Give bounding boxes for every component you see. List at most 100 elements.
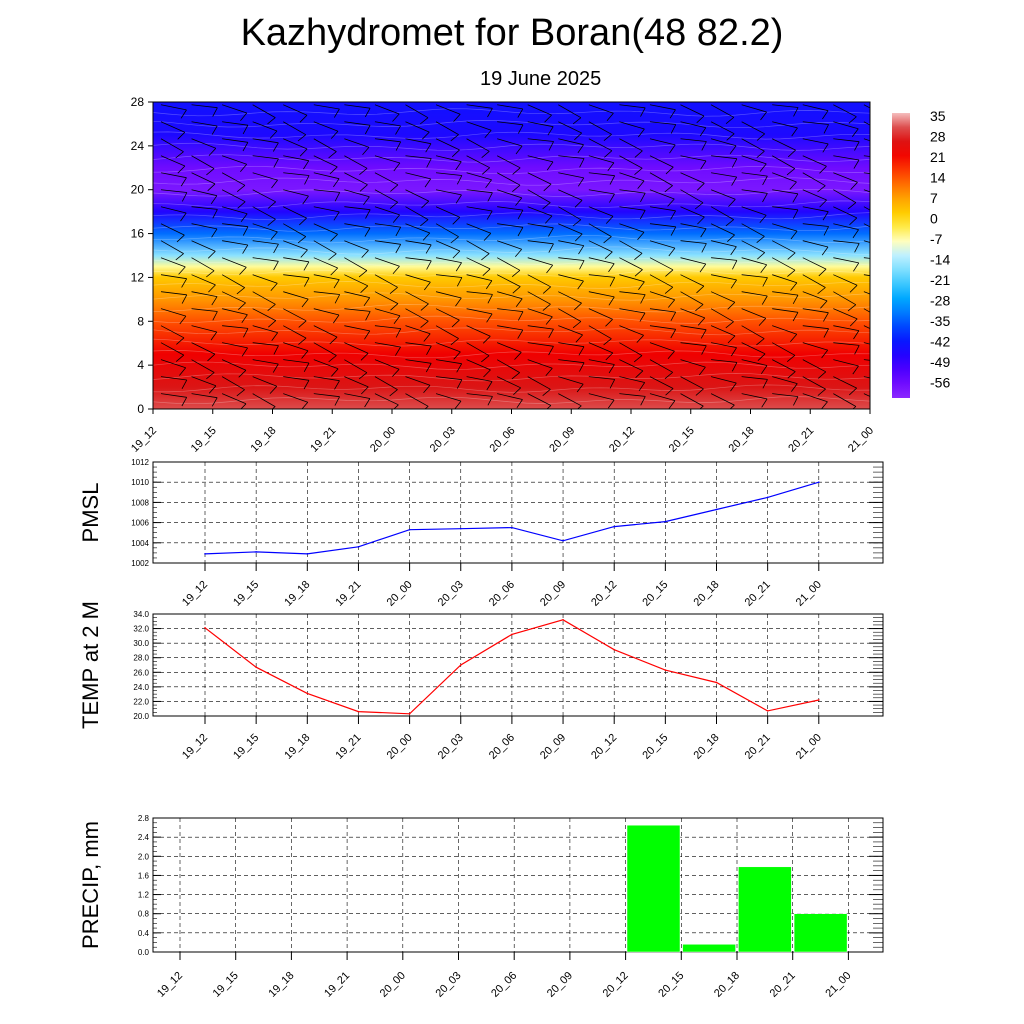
wind-barb-shaft <box>191 376 217 387</box>
wind-barb <box>588 155 615 172</box>
wind-barb-flag <box>725 321 734 329</box>
wind-barb-flag <box>604 150 613 158</box>
wind-barb <box>252 393 276 409</box>
wind-barb-flag <box>850 182 858 190</box>
wind-barb-flag <box>640 107 646 117</box>
wind-barb-shaft <box>252 121 278 132</box>
wind-barb-flag <box>516 399 523 409</box>
wind-barb <box>344 223 371 237</box>
heatmap-field <box>153 102 870 409</box>
wind-barb <box>191 155 215 176</box>
wind-barb-flag <box>359 184 368 192</box>
wind-barb-flag <box>450 134 459 142</box>
wind-barb <box>710 104 735 125</box>
wind-barb-shaft <box>252 138 279 144</box>
wind-barb-shaft <box>436 172 462 176</box>
wind-barb-shaft <box>344 393 370 399</box>
wind-barb-flag <box>395 141 402 151</box>
wind-barb-flag <box>481 253 490 261</box>
wind-barb <box>283 291 309 308</box>
wind-barb-shaft <box>435 206 460 218</box>
wind-barb <box>435 291 462 307</box>
x-tick-label: 19_12 <box>155 970 185 1000</box>
wind-barb-shaft <box>313 189 340 193</box>
wind-barb <box>191 308 218 321</box>
wind-barb-shaft <box>588 240 613 253</box>
wind-barb-flag <box>670 210 676 220</box>
wind-barb-shaft <box>741 104 767 113</box>
wind-barb-flag <box>238 302 246 310</box>
wind-barb <box>711 172 738 186</box>
wind-barb-flag <box>333 211 340 221</box>
wind-barb-flag <box>181 192 188 202</box>
wind-barb-shaft <box>833 206 857 219</box>
contour-line <box>153 246 870 255</box>
wind-barb-shaft <box>466 138 490 152</box>
wind-barb-shaft <box>405 342 432 347</box>
wind-barb-shaft <box>863 104 870 109</box>
wind-barb-flag <box>609 193 615 203</box>
wind-barb <box>435 376 463 389</box>
wind-barb <box>497 342 522 360</box>
wind-barb <box>222 240 249 254</box>
wind-barb-shaft <box>405 359 432 364</box>
wind-barb <box>588 376 616 389</box>
wind-barb-shaft <box>252 189 276 203</box>
wind-barb <box>344 138 370 156</box>
wind-barb-flag <box>360 353 369 361</box>
wind-barb-flag <box>609 379 616 389</box>
wind-barb-shaft <box>160 121 185 133</box>
wind-barb <box>863 257 870 259</box>
wind-barb-shaft <box>160 206 187 214</box>
wind-barb-shaft <box>619 257 643 270</box>
wind-barb <box>191 291 218 306</box>
wind-barb-flag <box>730 382 737 392</box>
colorbar-label: -14 <box>930 252 950 268</box>
wind-barb <box>283 138 308 157</box>
wind-barb-shaft <box>863 342 870 345</box>
wind-barb-flag <box>851 128 859 138</box>
wind-barb <box>649 206 676 220</box>
colorbar-label: 14 <box>930 170 946 186</box>
wind-barb-shaft <box>313 206 340 213</box>
wind-barb-flag <box>823 226 829 236</box>
wind-barb-shaft <box>221 274 245 288</box>
x-tick-label: 20_15 <box>656 970 686 1000</box>
y-tick-label: 30.0 <box>133 639 149 648</box>
wind-barb <box>649 223 677 236</box>
wind-barb-shaft <box>833 308 858 320</box>
wind-barb <box>252 121 278 139</box>
wind-barb-shaft <box>710 325 736 337</box>
contour-line <box>153 258 870 266</box>
wind-barb-flag <box>363 196 370 205</box>
wind-barb-flag <box>486 313 493 323</box>
wind-barb <box>527 342 554 356</box>
wind-barb-shaft <box>619 359 644 372</box>
wind-barb-shaft <box>741 189 768 194</box>
wind-barb-shaft <box>191 325 217 333</box>
wind-barb-shaft <box>619 155 643 169</box>
wind-barb <box>160 325 185 345</box>
wind-barb-flag <box>487 294 493 304</box>
wind-barb <box>221 172 246 193</box>
wind-barb-shaft <box>283 376 310 381</box>
wind-barb <box>466 342 490 363</box>
wind-barb-flag <box>853 330 860 340</box>
colorbar-label: 7 <box>930 190 938 206</box>
wind-barb <box>741 291 768 305</box>
wind-barb <box>313 240 337 261</box>
wind-barb-flag <box>574 302 582 311</box>
wind-barb-shaft <box>680 274 705 287</box>
wind-barb-flag <box>638 382 646 392</box>
wind-barb-shaft <box>772 274 798 284</box>
wind-barb <box>160 189 188 202</box>
wind-barb <box>588 257 615 273</box>
wind-barb <box>160 376 188 389</box>
wind-barb-shaft <box>527 257 553 266</box>
wind-barb-flag <box>879 219 887 225</box>
wind-barb <box>405 359 432 373</box>
wind-barb-shaft <box>833 342 860 346</box>
wind-barb-flag <box>236 184 246 193</box>
wind-barb <box>405 155 432 168</box>
wind-barb-flag <box>574 233 583 242</box>
